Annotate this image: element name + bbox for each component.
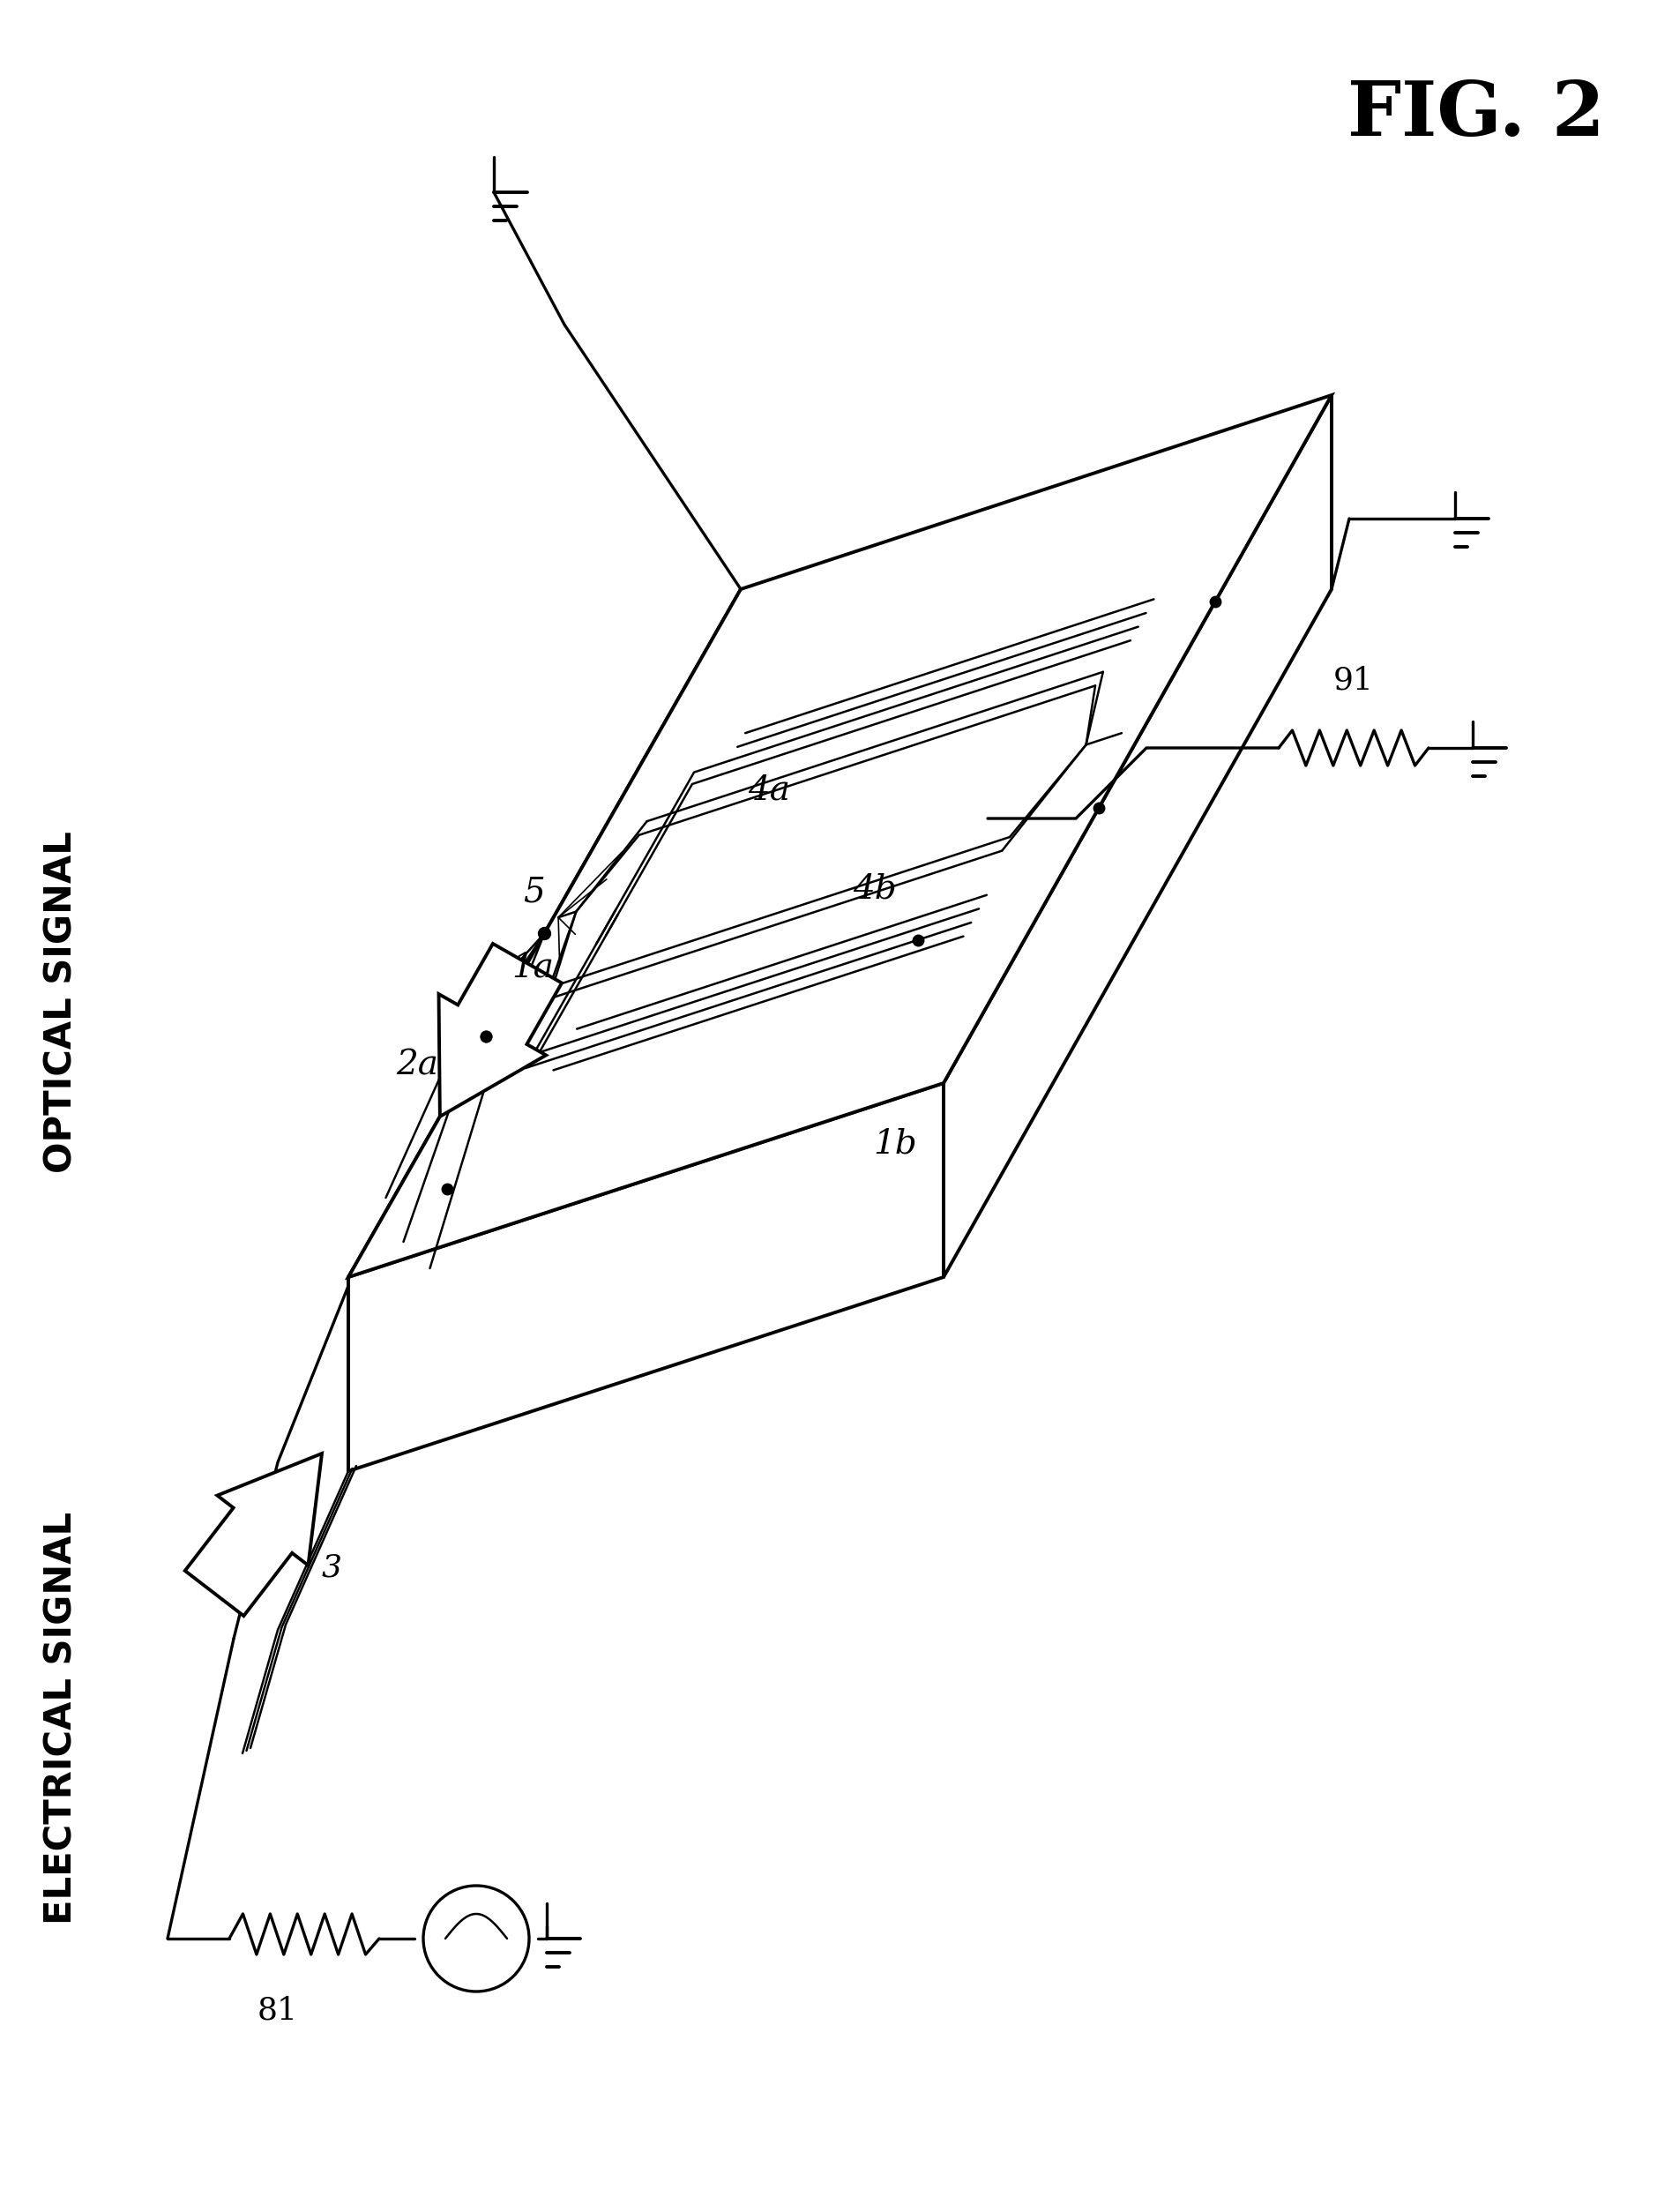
Text: 4a: 4a bbox=[747, 774, 790, 807]
Text: ELECTRICAL SIGNAL: ELECTRICAL SIGNAL bbox=[43, 1511, 80, 1924]
Text: 5: 5 bbox=[524, 876, 545, 909]
Polygon shape bbox=[439, 945, 562, 1117]
Text: FIG. 2: FIG. 2 bbox=[1347, 77, 1606, 153]
Polygon shape bbox=[943, 396, 1332, 1276]
Text: 3: 3 bbox=[321, 1553, 341, 1584]
Polygon shape bbox=[186, 1453, 321, 1617]
Text: 1a: 1a bbox=[512, 951, 555, 984]
Text: 1b: 1b bbox=[873, 1128, 916, 1159]
Text: 4b: 4b bbox=[853, 874, 896, 905]
Polygon shape bbox=[348, 588, 741, 1471]
Polygon shape bbox=[348, 1084, 943, 1471]
Text: 2a: 2a bbox=[396, 1048, 439, 1082]
Text: 91: 91 bbox=[1334, 666, 1374, 695]
Polygon shape bbox=[348, 396, 1332, 1276]
Text: 81: 81 bbox=[257, 1995, 298, 2026]
Text: OPTICAL SIGNAL: OPTICAL SIGNAL bbox=[43, 832, 80, 1172]
